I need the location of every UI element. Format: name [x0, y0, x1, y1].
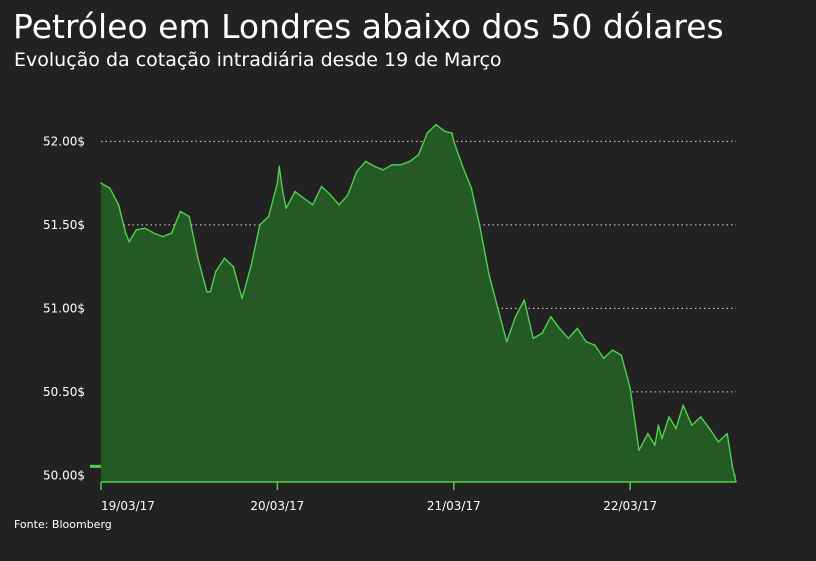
source-note: Fonte: Bloomberg [14, 518, 112, 531]
price-point [373, 165, 376, 168]
price-point [731, 466, 734, 468]
price-point [461, 165, 464, 168]
price-point [585, 341, 587, 343]
price-point [435, 123, 437, 126]
price-point [620, 354, 623, 356]
price-point [382, 169, 385, 171]
price-point [285, 207, 288, 209]
price-point [206, 290, 208, 293]
price-point [488, 274, 490, 276]
price-point [657, 424, 660, 427]
price-point [417, 154, 420, 156]
price-point [281, 190, 284, 193]
price-point [699, 416, 702, 418]
price-point [479, 227, 482, 229]
price-point [100, 182, 102, 184]
y-tick-label: 52.00$ [43, 134, 85, 148]
price-point [675, 427, 677, 430]
y-tick-label: 51.00$ [43, 301, 85, 315]
price-point [668, 416, 670, 418]
price-point [320, 185, 323, 188]
price-point [391, 164, 393, 166]
price-point [514, 315, 517, 318]
price-point [364, 160, 367, 163]
price-point [576, 327, 579, 330]
y-tick-label: 50.00$ [43, 468, 85, 482]
price-point [311, 204, 314, 206]
price-point [197, 257, 199, 260]
price-point [647, 432, 649, 435]
price-point [541, 332, 543, 335]
price-area-fill [101, 124, 736, 482]
price-point [523, 299, 526, 301]
price-point [347, 194, 349, 196]
x-tick-label: 21/03/17 [427, 499, 481, 513]
chart-title: Petróleo em Londres abaixo dos 50 dólare… [13, 7, 724, 46]
price-point [153, 232, 155, 234]
price-point [144, 227, 146, 229]
price-point [294, 190, 296, 193]
price-point [611, 349, 614, 351]
price-point [303, 197, 305, 199]
label-layer: 50.00$ 50.50$ 51.00$ 51.50$ 52.00$ 19/03/17 20… [43, 134, 657, 513]
chart-subtitle: Evolução da cotação intradiária desde 19… [14, 49, 502, 71]
price-point [278, 165, 281, 168]
price-point [170, 232, 173, 234]
price-point [567, 337, 570, 340]
price-point [356, 170, 358, 173]
y-tick-label: 51.50$ [43, 218, 85, 232]
price-point [708, 427, 711, 430]
price-point [453, 140, 455, 143]
x-tick-label: 22/03/17 [603, 499, 657, 513]
price-point [532, 337, 534, 340]
price-point [209, 290, 212, 293]
price-point [117, 204, 120, 206]
price-point [726, 432, 728, 435]
price-point [241, 297, 243, 300]
price-point [629, 387, 631, 390]
price-point [444, 130, 446, 133]
price-point [505, 341, 508, 343]
price-point [408, 160, 411, 163]
price-point [179, 210, 182, 213]
price-point [250, 265, 252, 268]
price-point [602, 357, 605, 360]
axis-layer [90, 464, 736, 490]
price-point [109, 187, 111, 189]
price-point [558, 327, 561, 330]
price-point [451, 132, 453, 134]
price-point [188, 215, 190, 218]
price-point [223, 257, 226, 260]
price-point [329, 194, 332, 196]
x-tick-label: 19/03/17 [101, 499, 155, 513]
price-point [717, 441, 720, 443]
price-point [654, 444, 656, 447]
price-point [594, 344, 596, 346]
price-point [682, 404, 684, 407]
x-tick-label: 20/03/17 [250, 499, 304, 513]
price-point [691, 424, 693, 427]
area-layer [100, 123, 737, 483]
price-point [135, 229, 138, 231]
price-point [661, 437, 663, 440]
price-point [161, 235, 164, 238]
price-point [470, 187, 473, 189]
price-point [550, 315, 552, 318]
price-point [426, 132, 429, 134]
price-point [338, 204, 340, 206]
price-point [267, 215, 270, 218]
y-tick-label: 50.50$ [43, 385, 85, 399]
price-point [400, 164, 402, 166]
price-point [128, 240, 130, 243]
price-point [124, 232, 127, 234]
price-point [497, 307, 499, 310]
price-point [276, 182, 279, 184]
price-point [259, 224, 261, 226]
price-point [638, 449, 640, 452]
price-point [232, 265, 235, 268]
price-point [214, 270, 217, 273]
